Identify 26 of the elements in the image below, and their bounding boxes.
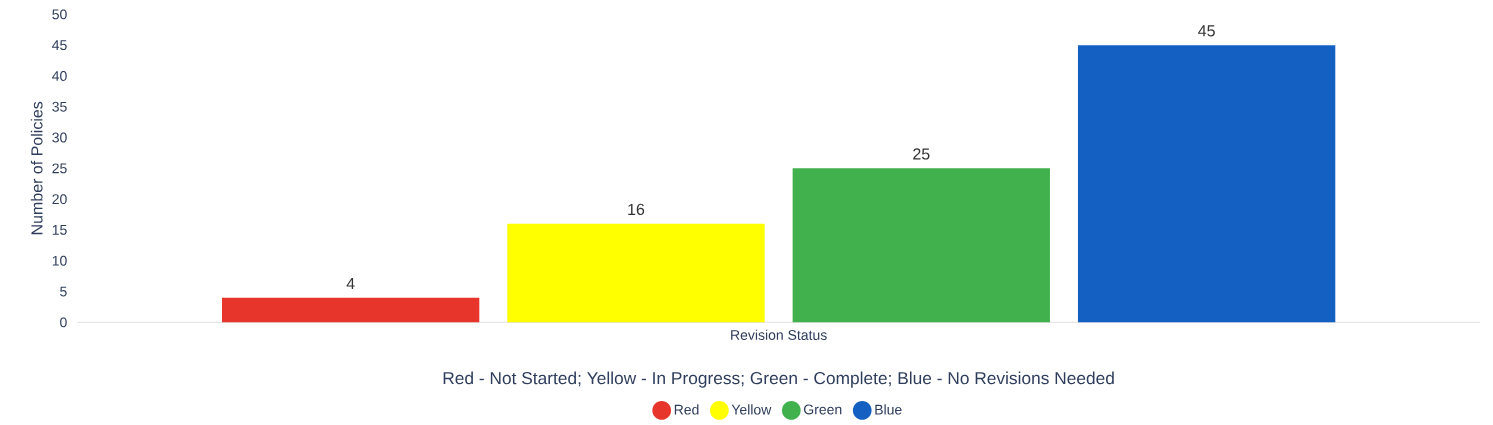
- bar: [1077, 45, 1336, 323]
- y-tick-label: 40: [52, 70, 67, 81]
- y-tick-label: 5: [60, 286, 67, 297]
- bar: [507, 223, 765, 323]
- legend-label: Yellow: [731, 404, 772, 415]
- y-tick-label: 30: [52, 132, 67, 143]
- y-tick-label: 35: [52, 101, 67, 112]
- y-tick-label: 20: [52, 194, 67, 205]
- y-axis-title: Number of Policies: [30, 101, 43, 235]
- y-tick-label: 25: [52, 163, 67, 174]
- y-tick-label: 10: [52, 255, 67, 266]
- y-tick-label: 0: [60, 317, 67, 328]
- legend-label: Green: [804, 404, 842, 415]
- data-label: 16: [628, 203, 645, 216]
- x-tick-label: Revision Status: [731, 329, 827, 340]
- bar: [792, 168, 1050, 323]
- data-label: 45: [1198, 25, 1215, 37]
- y-tick-label: 50: [52, 9, 67, 20]
- legend-label: Blue: [875, 404, 902, 415]
- legend-label: Red: [674, 404, 699, 415]
- y-tick-label: 45: [52, 40, 67, 51]
- data-label: 25: [913, 148, 930, 160]
- bar: [221, 297, 480, 323]
- y-tick-label: 15: [52, 225, 67, 235]
- data-label: 4: [346, 277, 355, 289]
- legend-title: Red - Not Started; Yellow - In Progress; Green - Complete; Blue - No Revisions Needed: [443, 371, 1114, 388]
